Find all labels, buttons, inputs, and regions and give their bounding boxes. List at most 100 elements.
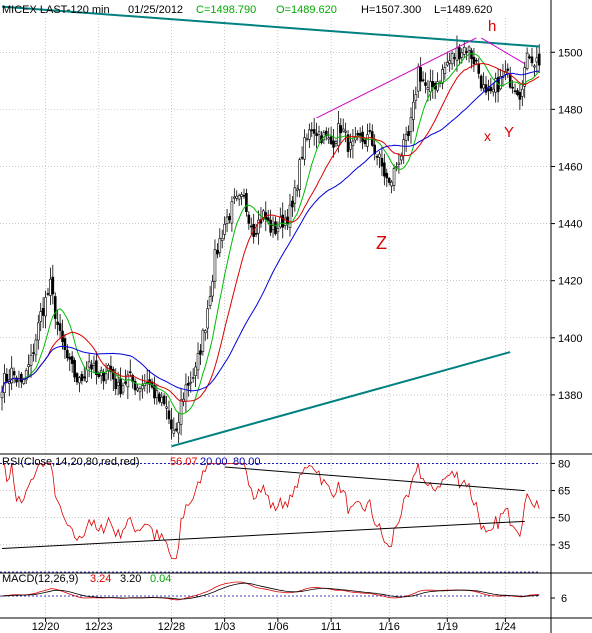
candle-body bbox=[298, 159, 301, 190]
trendline-lower bbox=[171, 351, 511, 448]
candle bbox=[535, 46, 539, 73]
candle-body bbox=[80, 373, 84, 381]
candle-body bbox=[487, 88, 490, 92]
candle bbox=[337, 110, 340, 153]
candle-body bbox=[29, 354, 33, 366]
candle-body bbox=[295, 188, 299, 191]
candle-body bbox=[203, 330, 207, 334]
candle-body bbox=[240, 194, 243, 197]
candle-body bbox=[230, 201, 234, 224]
candle bbox=[445, 51, 449, 68]
candle bbox=[424, 72, 427, 94]
candle bbox=[470, 47, 473, 69]
candle-body bbox=[58, 323, 62, 331]
candle bbox=[305, 133, 309, 142]
candle-body bbox=[249, 225, 253, 228]
candle-body bbox=[179, 399, 183, 425]
annotation-y: Y bbox=[504, 124, 514, 141]
candle-body bbox=[75, 373, 79, 383]
candle bbox=[385, 168, 389, 188]
candle bbox=[358, 127, 362, 143]
price-tick-label: 1460 bbox=[558, 161, 582, 173]
candle-body bbox=[305, 137, 309, 140]
price-tick-label: 1380 bbox=[558, 390, 582, 402]
candle bbox=[257, 210, 260, 245]
rsi-trendline-lower bbox=[1, 520, 525, 549]
candle bbox=[39, 302, 43, 332]
candle-body bbox=[254, 233, 258, 235]
rsi-tick-label: 65 bbox=[558, 486, 570, 498]
candle bbox=[225, 209, 229, 233]
rsi-trendline-upper bbox=[224, 466, 525, 492]
candle-body bbox=[133, 380, 137, 391]
candle-body bbox=[327, 137, 331, 140]
candle bbox=[288, 193, 292, 237]
candle bbox=[153, 376, 156, 405]
candle bbox=[233, 188, 236, 205]
candle bbox=[126, 370, 130, 400]
candle-body bbox=[506, 68, 510, 71]
candle-body bbox=[375, 156, 379, 158]
candle-body bbox=[283, 217, 287, 227]
candle bbox=[216, 243, 219, 259]
candle bbox=[128, 359, 132, 378]
candle-body bbox=[41, 307, 45, 316]
candle bbox=[189, 371, 193, 393]
candle bbox=[504, 60, 507, 81]
candle bbox=[24, 367, 28, 385]
candle bbox=[477, 58, 481, 79]
candle bbox=[375, 154, 379, 166]
candle-body bbox=[523, 67, 527, 87]
candle bbox=[295, 184, 299, 197]
candle-body bbox=[482, 84, 485, 89]
candle-body bbox=[402, 139, 406, 157]
candle bbox=[303, 129, 306, 166]
candle bbox=[518, 84, 522, 110]
candle-body bbox=[516, 90, 519, 95]
rsi-tick-label: 35 bbox=[558, 540, 570, 552]
candle bbox=[271, 216, 275, 238]
trendlines bbox=[1, 5, 540, 448]
candle bbox=[218, 228, 222, 258]
candle-body bbox=[158, 393, 161, 402]
candle-body bbox=[533, 65, 536, 68]
annotation-z: Z bbox=[376, 233, 387, 253]
candle bbox=[320, 130, 323, 145]
header-high: H=1507.300 bbox=[361, 4, 421, 16]
candle bbox=[196, 342, 200, 379]
candle-body bbox=[390, 181, 393, 187]
candle-body bbox=[363, 139, 367, 144]
candle-body bbox=[225, 216, 229, 224]
candle-body bbox=[206, 308, 209, 329]
candle-body bbox=[332, 140, 335, 148]
candle-body bbox=[92, 362, 96, 366]
candle bbox=[453, 52, 456, 67]
candle-body bbox=[312, 129, 316, 134]
candle bbox=[346, 130, 350, 158]
candle-body bbox=[269, 219, 272, 233]
candle bbox=[228, 213, 231, 224]
candle-body bbox=[10, 367, 13, 384]
candle bbox=[141, 375, 144, 399]
candle bbox=[262, 209, 265, 222]
candle bbox=[29, 344, 33, 378]
candle-body bbox=[233, 196, 236, 199]
candle bbox=[206, 300, 209, 340]
candle bbox=[281, 202, 285, 239]
candle-body bbox=[475, 59, 478, 62]
candle bbox=[496, 68, 500, 103]
candle bbox=[213, 239, 217, 289]
candle-body bbox=[407, 131, 410, 136]
candle bbox=[421, 71, 425, 83]
header-open: O=1489.620 bbox=[276, 4, 337, 16]
candle bbox=[513, 83, 517, 95]
candle-body bbox=[174, 428, 178, 431]
candle-body bbox=[414, 94, 418, 101]
candle-body bbox=[429, 81, 432, 93]
candle bbox=[249, 217, 253, 235]
candle bbox=[58, 314, 62, 339]
candle bbox=[448, 52, 452, 72]
candle bbox=[537, 44, 541, 73]
price-tick-label: 1400 bbox=[558, 333, 582, 345]
